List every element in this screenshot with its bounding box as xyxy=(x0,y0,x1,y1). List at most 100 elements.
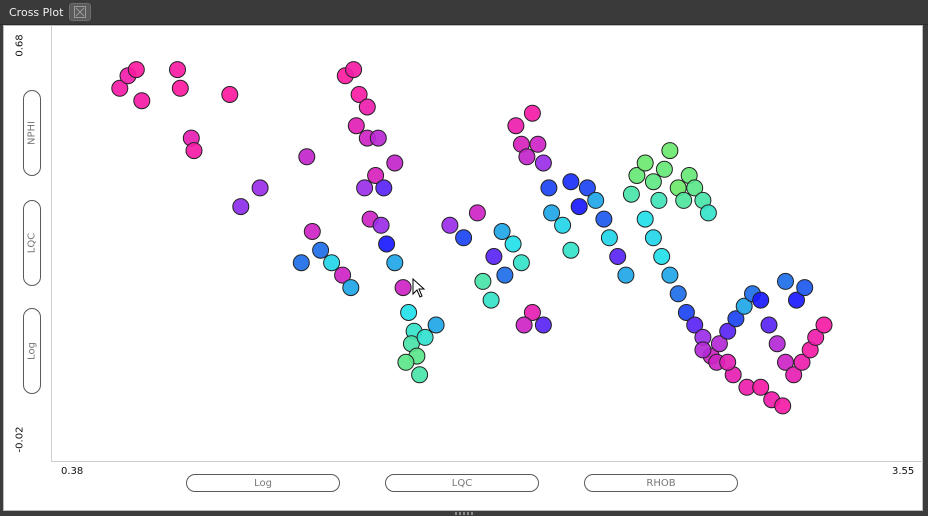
scatter-point xyxy=(347,117,365,135)
close-icon[interactable] xyxy=(69,3,92,21)
scatter-point xyxy=(727,310,745,328)
scatter-point xyxy=(441,216,459,234)
scatter-point xyxy=(400,304,418,321)
scatter-point xyxy=(345,61,363,79)
scatter-point xyxy=(735,297,753,315)
scatter-point xyxy=(111,79,129,97)
scatter-point xyxy=(411,366,429,384)
scatter-point xyxy=(578,179,596,197)
scatter-point xyxy=(600,229,618,247)
scatter-point xyxy=(793,353,811,371)
scatter-point xyxy=(650,191,668,209)
scatter-point xyxy=(397,353,415,371)
scatter-point xyxy=(493,223,511,240)
scatter-point xyxy=(655,160,673,178)
scatter-point xyxy=(752,378,770,396)
y-axis-min-label: -0.02 xyxy=(14,426,26,453)
x-axis-button-rhob[interactable]: RHOB xyxy=(584,474,738,492)
scatter-point xyxy=(785,366,803,384)
scatter-point xyxy=(661,142,679,160)
resize-grip-icon[interactable] xyxy=(455,512,473,515)
scatter-point xyxy=(628,167,646,184)
scatter-point xyxy=(292,254,310,272)
scatter-point xyxy=(609,248,627,265)
scatter-point xyxy=(356,179,374,197)
scatter-point xyxy=(768,335,786,353)
scatter-point xyxy=(303,223,321,240)
x-axis-button-lqc[interactable]: LQC xyxy=(385,474,539,492)
scatter-point xyxy=(699,204,717,222)
scatter-point xyxy=(570,198,588,216)
scatter-point xyxy=(686,179,704,197)
scatter-point xyxy=(534,154,552,172)
scatter-point xyxy=(534,316,552,334)
scatter-point xyxy=(595,210,613,228)
scatter-point xyxy=(760,316,778,334)
scatter-point xyxy=(221,86,239,103)
scatter-point xyxy=(562,241,580,259)
y-axis-button-label: Log xyxy=(26,342,38,360)
scatter-point xyxy=(719,353,737,371)
scatter-point xyxy=(554,216,572,234)
scatter-point xyxy=(232,198,250,216)
scatter-point xyxy=(562,173,580,191)
scatter-point xyxy=(251,179,269,197)
scatter-point xyxy=(543,204,561,222)
scatter-point xyxy=(774,397,792,415)
scatter-point xyxy=(386,254,404,272)
scatter-point xyxy=(636,210,654,228)
scatter-point xyxy=(587,191,605,209)
tab-title: Cross Plot xyxy=(9,5,64,19)
scatter-point xyxy=(777,272,794,290)
scatter-point xyxy=(529,135,547,153)
scatter-point xyxy=(496,266,514,284)
scatter-point xyxy=(312,241,330,259)
scatter-point xyxy=(622,185,640,203)
scatter-point xyxy=(350,86,368,103)
scatter-point xyxy=(394,279,412,297)
y-axis-button-lqc[interactable]: LQC xyxy=(23,200,41,286)
scatter-point xyxy=(127,61,145,79)
scatter-point xyxy=(358,98,376,116)
scatter-point xyxy=(298,148,316,166)
scatter-point xyxy=(386,154,404,172)
scatter-point xyxy=(512,254,530,272)
scatter-point xyxy=(675,191,693,209)
scatter-point xyxy=(644,173,662,191)
scatter-point xyxy=(523,304,541,321)
scatter-point xyxy=(788,291,805,309)
scatter-point xyxy=(367,167,385,184)
x-axis-button-log[interactable]: Log xyxy=(186,474,340,492)
scatter-point xyxy=(540,179,558,197)
scatter-point xyxy=(518,148,536,166)
scatter-point xyxy=(669,285,687,303)
y-axis-button-log[interactable]: Log xyxy=(23,308,41,394)
plot-area-frame xyxy=(51,26,923,462)
scatter-point xyxy=(694,341,712,359)
tab-cross-plot[interactable]: Cross Plot xyxy=(0,0,97,24)
y-axis-button-label: NPHI xyxy=(26,121,38,145)
scatter-point xyxy=(375,179,393,197)
scatter-point xyxy=(719,322,737,340)
scatter-point xyxy=(653,248,671,265)
x-axis-min-label: 0.38 xyxy=(61,466,84,477)
scatter-point xyxy=(515,316,533,334)
scatter-point xyxy=(342,279,360,297)
scatter-point xyxy=(523,104,541,122)
scatter-point xyxy=(677,304,695,321)
scatter-point xyxy=(133,92,151,110)
scatter-point xyxy=(815,316,833,334)
title-bar: Cross Plot xyxy=(0,0,928,25)
mouse-pointer-icon xyxy=(412,278,426,298)
scatter-point xyxy=(416,328,434,346)
scatter-point xyxy=(474,272,492,290)
y-axis-max-label: 0.68 xyxy=(14,34,26,57)
y-axis-button-nphi[interactable]: NPHI xyxy=(23,90,41,176)
scatter-point xyxy=(171,79,189,97)
scatter-point xyxy=(482,291,500,309)
scatter-point xyxy=(644,229,662,247)
scatter-point xyxy=(468,204,486,222)
scatter-point xyxy=(507,117,525,135)
scatter-plot[interactable] xyxy=(51,26,923,462)
scatter-point xyxy=(323,254,341,272)
